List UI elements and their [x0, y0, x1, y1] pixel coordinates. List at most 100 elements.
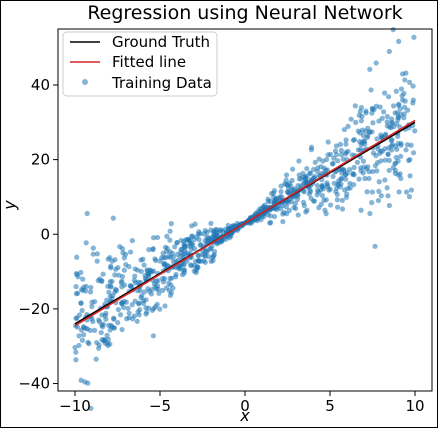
scatter-point [174, 251, 181, 257]
legend-box [62, 31, 218, 97]
scatter-point [327, 202, 334, 208]
scatter-point [339, 197, 345, 204]
scatter-point [154, 301, 160, 307]
scatter-point [340, 156, 346, 162]
scatter-point [161, 260, 167, 267]
scatter-point [119, 278, 125, 284]
scatter-point [271, 213, 278, 220]
scatter-point [292, 205, 299, 212]
x-tick-label: −10 [59, 397, 91, 415]
scatter-point [344, 170, 350, 176]
scatter-point [410, 100, 416, 106]
scatter-point [121, 304, 127, 310]
scatter-point [393, 160, 399, 166]
scatter-point [111, 316, 117, 322]
scatter-point [323, 197, 329, 203]
scatter-point [115, 319, 121, 326]
y-tick-label: −40 [18, 375, 50, 393]
scatter-point [107, 283, 114, 289]
scatter-point [74, 254, 80, 260]
chart-title: Regression using Neural Network [87, 2, 402, 24]
scatter-point [88, 289, 94, 295]
scatter-point [116, 272, 122, 278]
scatter-point [339, 175, 345, 181]
scatter-point [107, 279, 113, 285]
scatter-point [343, 194, 350, 200]
scatter-point [370, 168, 376, 175]
scatter-point [166, 280, 172, 286]
scatter-point [312, 159, 318, 165]
scatter-point [209, 243, 215, 249]
scatter-point [395, 140, 401, 147]
scatter-point [373, 60, 379, 66]
scatter-point [384, 119, 390, 125]
scatter-point [294, 196, 301, 203]
scatter-point [98, 329, 104, 336]
scatter-point [333, 143, 340, 149]
scatter-point [301, 203, 307, 209]
scatter-point [80, 276, 86, 282]
scatter-point [189, 233, 196, 240]
scatter-point [312, 173, 318, 179]
scatter-point [134, 318, 140, 324]
scatter-point [109, 324, 115, 330]
scatter-point [108, 263, 114, 269]
scatter-point [398, 86, 404, 92]
scatter-point [351, 136, 358, 143]
scatter-point [271, 187, 278, 194]
scatter-point [258, 206, 265, 212]
scatter-point [337, 141, 343, 147]
scatter-point [196, 253, 202, 259]
scatter-point [129, 302, 135, 308]
scatter-point [319, 193, 325, 199]
scatter-point [402, 98, 408, 104]
scatter-point [100, 271, 106, 277]
scatter-point [192, 221, 198, 227]
scatter-point [395, 133, 401, 139]
scatter-point [314, 192, 320, 198]
scatter-point [99, 312, 105, 318]
scatter-point [195, 257, 201, 264]
scatter-point [412, 128, 418, 134]
scatter-point [356, 112, 362, 118]
scatter-point [397, 171, 403, 177]
scatter-point [301, 180, 307, 187]
scatter-point [389, 116, 395, 122]
scatter-point [100, 324, 106, 330]
y-tick-label: 0 [40, 225, 50, 243]
scatter-point [96, 319, 103, 325]
scatter-point [119, 326, 125, 333]
scatter-point [369, 189, 375, 195]
scatter-point [275, 195, 281, 201]
scatter-point [379, 115, 385, 121]
scatter-point [384, 113, 390, 120]
scatter-point [304, 165, 310, 172]
scatter-point [149, 286, 155, 293]
scatter-point [76, 333, 82, 339]
scatter-point [278, 189, 284, 195]
scatter-point [311, 198, 317, 204]
scatter-point [86, 341, 92, 347]
scatter-point [335, 158, 341, 164]
scatter-point [315, 165, 321, 171]
scatter-point [386, 94, 392, 100]
scatter-point [112, 257, 118, 263]
scatter-point [105, 336, 111, 342]
scatter-point [192, 246, 198, 252]
scatter-point [154, 234, 161, 241]
scatter-point [351, 164, 357, 171]
scatter-point [180, 251, 186, 258]
scatter-point [167, 254, 173, 260]
scatter-point [382, 177, 388, 183]
scatter-point [204, 248, 210, 254]
scatter-point [288, 183, 294, 189]
scatter-point [389, 141, 396, 148]
scatter-point [375, 146, 381, 152]
scatter-point [163, 285, 170, 291]
scatter-point [403, 189, 410, 195]
scatter-point [208, 220, 214, 226]
scatter-point [202, 252, 208, 259]
scatter-point [169, 275, 175, 281]
scatter-point [319, 182, 325, 188]
scatter-point [104, 332, 110, 338]
